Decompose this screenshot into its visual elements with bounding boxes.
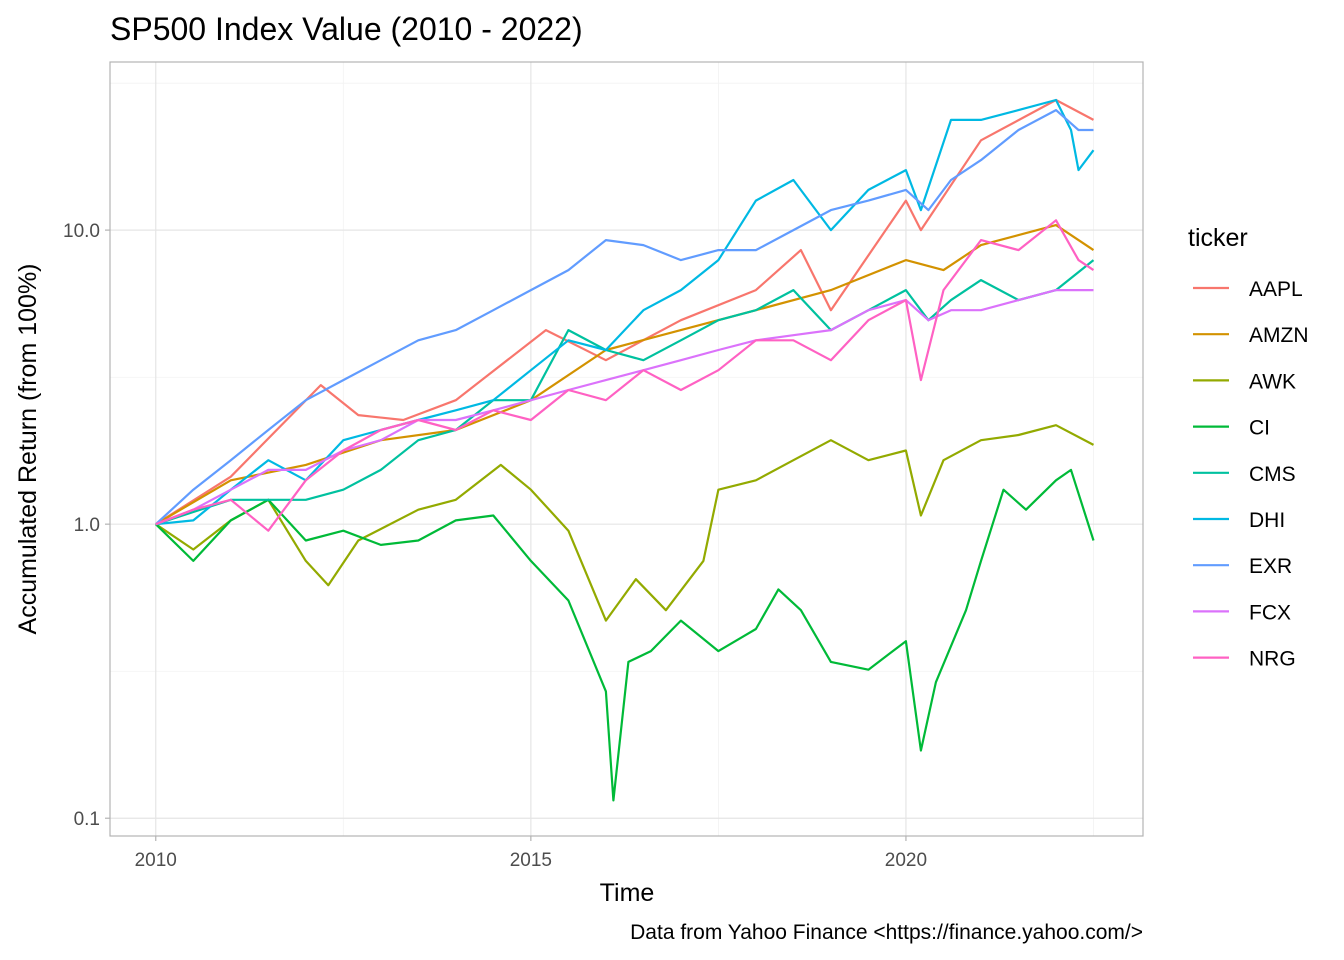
- y-tick-label: 1.0: [74, 515, 100, 536]
- legend-label: CMS: [1249, 463, 1296, 486]
- x-axis-ticks: 2010 2015 2020: [135, 836, 927, 871]
- legend-label: NRG: [1249, 648, 1296, 671]
- series-line-nrg: [155, 219, 1095, 532]
- legend-label: FCX: [1249, 601, 1291, 624]
- panel-border: [109, 61, 1144, 837]
- legend-label: EXR: [1249, 555, 1292, 578]
- x-tick-label: 2010: [135, 850, 177, 871]
- series-line-ci: [155, 468, 1095, 802]
- series-line-cms: [155, 259, 1095, 526]
- series-lines: [155, 98, 1095, 802]
- x-tick-label: 2015: [510, 850, 552, 871]
- legend-label: AWK: [1249, 370, 1296, 393]
- legend-label: DHI: [1249, 509, 1285, 532]
- caption: Data from Yahoo Finance <https://finance…: [630, 921, 1143, 944]
- legend-title: ticker: [1188, 224, 1248, 252]
- legend-label: CI: [1249, 417, 1270, 440]
- y-axis-ticks: 0.1 1.0 10.0: [63, 221, 110, 830]
- legend: AAPL AMZN AWK CI CMS DHI EXR FCX NRG: [1193, 278, 1309, 671]
- grid: [110, 62, 1143, 836]
- x-tick-label: 2020: [885, 850, 927, 871]
- legend-label: AAPL: [1249, 278, 1303, 301]
- y-axis-label: Accumulated Return (from 100%): [14, 264, 42, 635]
- y-tick-label: 10.0: [63, 221, 100, 242]
- chart-title: SP500 Index Value (2010 - 2022): [110, 11, 583, 47]
- series-line-dhi: [155, 98, 1095, 526]
- y-tick-label: 0.1: [74, 809, 100, 830]
- series-line-exr: [155, 108, 1094, 526]
- legend-label: AMZN: [1249, 324, 1309, 347]
- series-line-aapl: [155, 98, 1095, 526]
- x-axis-label: Time: [600, 879, 655, 907]
- series-line-awk: [155, 424, 1095, 622]
